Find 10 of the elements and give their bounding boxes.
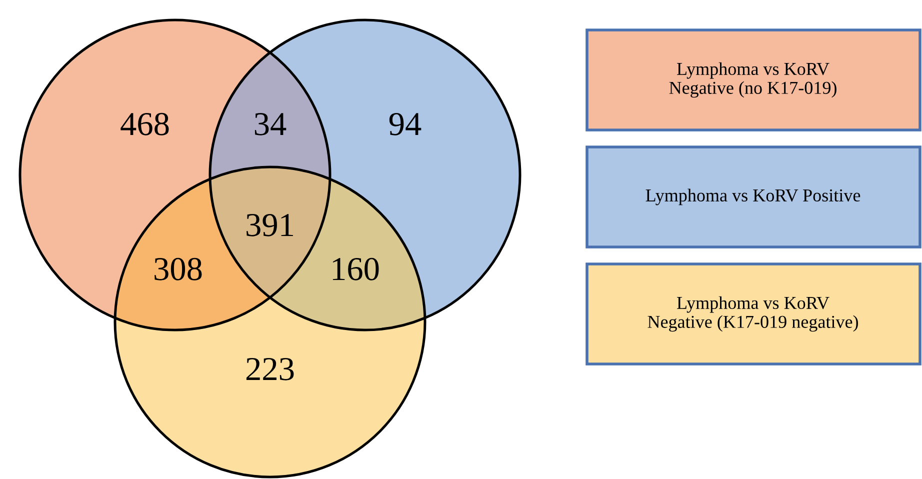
data-label: 468 [120,112,169,136]
text: Lymphoma vs KoRV Positive [646,188,860,206]
text: Lymphoma vs KoRV Negative (no K17-019) [669,62,836,98]
data-label: 160 [332,258,379,280]
data-label: 223 [246,358,294,380]
data-label: 391 [246,214,293,236]
text: Lymphoma vs KoRV Negative (K17-019 negative) [648,296,858,332]
data-label: 94 [389,112,422,136]
data-label: 34 [254,112,286,136]
data-label: 308 [154,258,202,280]
